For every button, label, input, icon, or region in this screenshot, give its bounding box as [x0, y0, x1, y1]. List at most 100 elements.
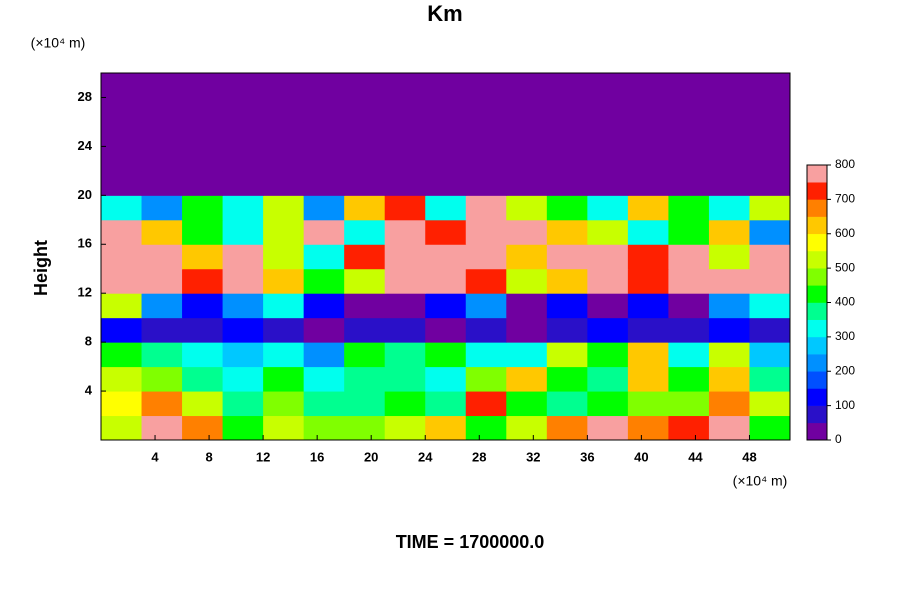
heat-cell — [141, 317, 183, 343]
colorbar-band — [807, 268, 827, 286]
heat-cell — [627, 317, 669, 343]
heat-cell — [303, 415, 345, 441]
heat-cell — [263, 97, 305, 123]
heat-cell — [587, 317, 629, 343]
heat-cell — [425, 195, 467, 221]
heat-cell — [506, 366, 548, 392]
heat-cell — [668, 268, 710, 294]
heat-cell — [141, 268, 183, 294]
heat-cell — [668, 366, 710, 392]
x-unit: (×10⁴ m) — [733, 473, 788, 489]
heat-cell — [263, 391, 305, 417]
heat-cell — [101, 244, 143, 270]
heat-cell — [749, 415, 791, 441]
heat-cell — [627, 391, 669, 417]
heat-cell — [384, 170, 426, 196]
heatmap — [101, 73, 791, 441]
heat-cell — [546, 268, 588, 294]
heat-cell — [222, 317, 264, 343]
heat-cell — [749, 391, 791, 417]
heat-cell — [303, 73, 345, 98]
heat-cell — [708, 73, 750, 98]
heat-cell — [587, 244, 629, 270]
heat-cell — [263, 268, 305, 294]
heat-cell — [465, 73, 507, 98]
heat-cell — [344, 391, 386, 417]
heat-cell — [344, 244, 386, 270]
heat-cell — [627, 268, 669, 294]
heat-cell — [546, 366, 588, 392]
heat-cell — [182, 415, 224, 441]
colorbar-band — [807, 336, 827, 355]
heat-cell — [708, 317, 750, 343]
heat-cell — [668, 219, 710, 245]
heat-cell — [182, 366, 224, 392]
heat-cell — [465, 317, 507, 343]
heat-cell — [425, 146, 467, 172]
heat-cell — [708, 195, 750, 221]
heat-cell — [303, 244, 345, 270]
heat-cell — [222, 219, 264, 245]
colorbar-band — [807, 405, 827, 424]
heat-cell — [344, 146, 386, 172]
heat-cell — [101, 73, 143, 98]
heat-cell — [506, 391, 548, 417]
heat-cell — [384, 146, 426, 172]
heat-cell — [303, 293, 345, 319]
heat-cell — [303, 342, 345, 368]
heat-cell — [708, 268, 750, 294]
heat-cell — [182, 219, 224, 245]
heat-cell — [222, 170, 264, 196]
colorbar-tick-label: 700 — [835, 192, 855, 206]
heat-cell — [182, 170, 224, 196]
heat-cell — [384, 391, 426, 417]
heat-cell — [668, 121, 710, 147]
heat-cell — [344, 293, 386, 319]
heat-cell — [344, 219, 386, 245]
heat-cell — [182, 73, 224, 98]
heat-cell — [425, 121, 467, 147]
colorbar-band — [807, 233, 827, 252]
heat-cell — [182, 244, 224, 270]
colorbar-tick-label: 400 — [835, 295, 855, 309]
annotation: TIME = 1700000.0 — [396, 532, 545, 552]
colorbar-band — [807, 216, 827, 235]
heat-cell — [465, 293, 507, 319]
heat-cell — [425, 366, 467, 392]
heat-cell — [546, 170, 588, 196]
heat-cell — [668, 146, 710, 172]
colorbar-tick-label: 300 — [835, 329, 855, 343]
heat-cell — [587, 268, 629, 294]
heat-cell — [303, 268, 345, 294]
heat-cell — [627, 219, 669, 245]
heat-cell — [708, 391, 750, 417]
heat-cell — [708, 219, 750, 245]
heat-cell — [222, 73, 264, 98]
heat-cell — [465, 195, 507, 221]
heat-cell — [465, 342, 507, 368]
x-tick-label: 4 — [151, 449, 159, 464]
heat-cell — [425, 170, 467, 196]
heat-cell — [141, 73, 183, 98]
heat-cell — [749, 244, 791, 270]
heat-cell — [263, 73, 305, 98]
heat-cell — [263, 146, 305, 172]
heat-cell — [587, 415, 629, 441]
heat-cell — [627, 244, 669, 270]
heat-cell — [263, 219, 305, 245]
heat-cell — [101, 195, 143, 221]
heat-cell — [222, 342, 264, 368]
heat-cell — [101, 415, 143, 441]
heat-cell — [101, 170, 143, 196]
heat-cell — [749, 366, 791, 392]
y-tick-label: 28 — [78, 89, 92, 104]
colorbar-band — [807, 250, 827, 269]
heat-cell — [668, 415, 710, 441]
x-tick-label: 16 — [310, 449, 324, 464]
heat-cell — [101, 293, 143, 319]
heat-cell — [749, 146, 791, 172]
heat-cell — [263, 195, 305, 221]
heat-cell — [668, 317, 710, 343]
heat-cell — [344, 342, 386, 368]
heat-cell — [506, 415, 548, 441]
